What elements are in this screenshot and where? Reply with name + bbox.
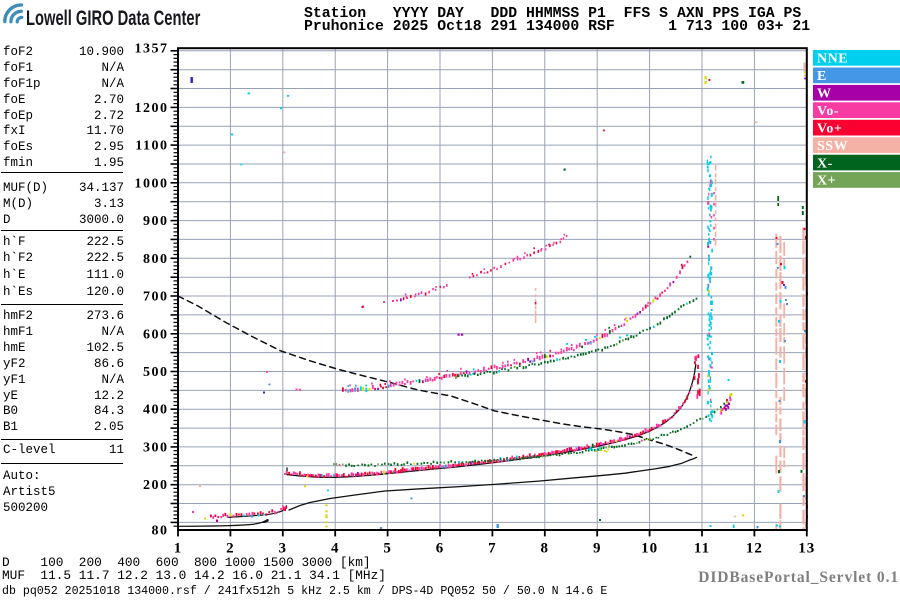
svg-text:W: W (817, 87, 832, 102)
svg-text:1: 1 (174, 540, 183, 556)
svg-text:7: 7 (488, 540, 497, 556)
svg-text:4: 4 (331, 540, 340, 556)
svg-text:13: 13 (798, 540, 815, 556)
svg-text:400: 400 (143, 403, 169, 418)
svg-text:11: 11 (694, 540, 710, 556)
svg-text:5: 5 (383, 540, 392, 556)
svg-text:E: E (817, 69, 827, 84)
svg-text:600: 600 (143, 327, 169, 342)
svg-text:800: 800 (143, 252, 169, 267)
svg-text:NNE: NNE (817, 52, 848, 67)
svg-text:1357: 1357 (135, 42, 169, 57)
svg-text:Vo-: Vo- (817, 104, 839, 119)
svg-text:200: 200 (143, 478, 169, 493)
svg-text:2: 2 (226, 540, 235, 556)
svg-text:10: 10 (641, 540, 658, 556)
svg-text:12: 12 (746, 540, 763, 556)
svg-text:X+: X+ (817, 174, 836, 189)
svg-text:700: 700 (143, 290, 169, 305)
svg-text:500: 500 (143, 365, 169, 380)
svg-text:9: 9 (593, 540, 602, 556)
svg-text:900: 900 (143, 214, 169, 229)
svg-text:1000: 1000 (135, 176, 169, 191)
svg-text:1200: 1200 (135, 101, 169, 116)
svg-text:80: 80 (152, 523, 169, 538)
svg-text:SSW: SSW (817, 139, 848, 154)
svg-text:6: 6 (436, 540, 445, 556)
svg-text:Vo+: Vo+ (817, 121, 842, 136)
svg-text:8: 8 (541, 540, 550, 556)
svg-text:X-: X- (817, 156, 833, 171)
svg-text:300: 300 (143, 440, 169, 455)
svg-text:1100: 1100 (135, 139, 168, 154)
svg-text:3: 3 (279, 540, 288, 556)
